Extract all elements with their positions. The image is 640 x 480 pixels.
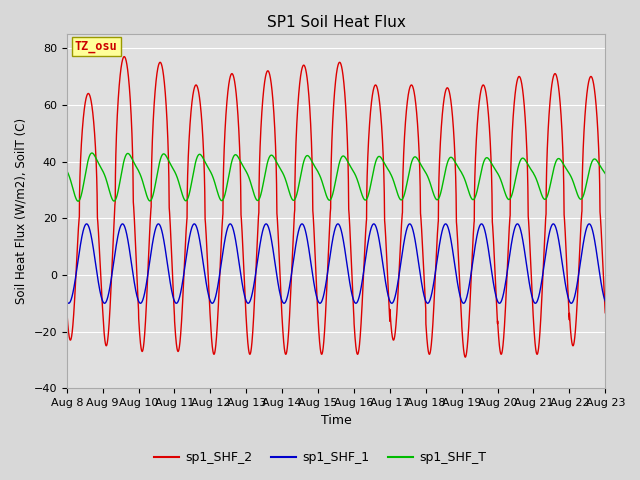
sp1_SHF_T: [520, 156, 527, 161]
X-axis label: Time: Time: [321, 414, 351, 427]
sp1_SHF_2: [452, 222, 460, 228]
sp1_SHF_1: [101, 300, 109, 306]
sp1_SHF_T: [101, 173, 109, 179]
sp1_SHF_2: [120, 54, 128, 60]
sp1_SHF_2: [101, 338, 109, 344]
sp1_SHF_2: [520, 94, 527, 99]
sp1_SHF_1: [83, 221, 90, 227]
sp1_SHF_T: [63, 168, 70, 173]
sp1_SHF_2: [369, 87, 377, 93]
sp1_SHF_1: [453, 275, 461, 281]
sp1_SHF_T: [602, 171, 609, 177]
sp1_SHF_1: [370, 221, 378, 227]
sp1_SHF_T: [370, 168, 378, 174]
sp1_SHF_1: [520, 241, 527, 247]
Legend: sp1_SHF_2, sp1_SHF_1, sp1_SHF_T: sp1_SHF_2, sp1_SHF_1, sp1_SHF_T: [148, 446, 492, 469]
sp1_SHF_1: [602, 298, 609, 304]
Line: sp1_SHF_2: sp1_SHF_2: [67, 57, 605, 357]
Text: TZ_osu: TZ_osu: [75, 40, 118, 53]
sp1_SHF_T: [74, 198, 82, 204]
Title: SP1 Soil Heat Flux: SP1 Soil Heat Flux: [267, 15, 406, 30]
sp1_SHF_2: [63, 308, 70, 313]
sp1_SHF_1: [523, 265, 531, 271]
sp1_SHF_2: [523, 151, 531, 157]
sp1_SHF_1: [63, 298, 70, 304]
sp1_SHF_1: [320, 293, 328, 299]
Line: sp1_SHF_1: sp1_SHF_1: [67, 224, 605, 303]
Line: sp1_SHF_T: sp1_SHF_T: [67, 153, 605, 201]
sp1_SHF_T: [320, 184, 328, 190]
sp1_SHF_2: [461, 354, 469, 360]
Y-axis label: Soil Heat Flux (W/m2), SoilT (C): Soil Heat Flux (W/m2), SoilT (C): [15, 118, 28, 304]
sp1_SHF_2: [320, 341, 328, 347]
sp1_SHF_T: [523, 160, 531, 166]
sp1_SHF_T: [453, 162, 461, 168]
sp1_SHF_2: [602, 310, 609, 316]
sp1_SHF_T: [88, 150, 96, 156]
sp1_SHF_1: [65, 300, 72, 306]
